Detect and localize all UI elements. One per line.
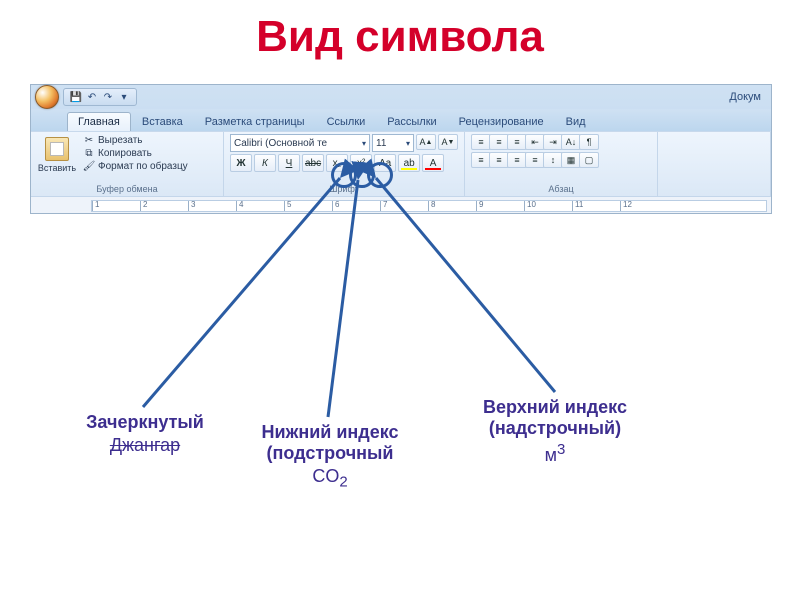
page-title: Вид символа xyxy=(0,12,800,62)
list-numbers-button[interactable]: ≡ xyxy=(489,134,509,150)
chevron-down-icon: ▾ xyxy=(406,139,410,148)
copy-icon: ⧉ xyxy=(83,147,95,159)
align-left-button[interactable]: ≡ xyxy=(471,152,491,168)
show-marks-button[interactable]: ¶ xyxy=(579,134,599,150)
indent-decrease-button[interactable]: ⇤ xyxy=(525,134,545,150)
tab-layout[interactable]: Разметка страницы xyxy=(194,112,316,131)
font-color-button[interactable]: A xyxy=(422,154,444,172)
ribbon: Вставить ✂ Вырезать ⧉ Копировать 🖌 Форма… xyxy=(31,131,771,196)
borders-button[interactable]: ▢ xyxy=(579,152,599,168)
chevron-down-icon: ▾ xyxy=(362,139,366,148)
ribbon-tabs: Главная Вставка Разметка страницы Ссылки… xyxy=(31,109,771,131)
callout-strike: Зачеркнутый Джангар xyxy=(50,412,240,456)
callout-superscript: Верхний индекс (надстрочный) м3 xyxy=(460,397,650,466)
subscript-button[interactable]: x₂ xyxy=(326,154,348,172)
cut-icon: ✂ xyxy=(83,134,95,146)
ruler xyxy=(31,196,771,213)
paste-button[interactable]: Вставить xyxy=(37,134,77,176)
window-title: Докум xyxy=(729,91,767,103)
font-name-combo[interactable]: Calibri (Основной те▾ xyxy=(230,134,370,152)
callout-sub-example: CO2 xyxy=(235,466,425,491)
copy-button[interactable]: ⧉ Копировать xyxy=(81,147,190,159)
group-label-paragraph: Абзац xyxy=(471,183,651,196)
superscript-button[interactable]: x² xyxy=(350,154,372,172)
callout-strike-title: Зачеркнутый xyxy=(50,412,240,433)
quick-access-toolbar: 💾 ↶ ↷ ▾ xyxy=(63,88,137,106)
group-paragraph: ≡≡≡⇤⇥A↓¶≡≡≡≡↕▦▢ Абзац xyxy=(465,132,658,196)
tab-review[interactable]: Рецензирование xyxy=(448,112,555,131)
italic-button[interactable]: К xyxy=(254,154,276,172)
align-center-button[interactable]: ≡ xyxy=(489,152,509,168)
callout-sub-title2: (подстрочный xyxy=(235,443,425,464)
word-ribbon-frame: 💾 ↶ ↷ ▾ Докум Главная Вставка Разметка с… xyxy=(30,84,772,214)
callout-subscript: Нижний индекс (подстрочный CO2 xyxy=(235,422,425,491)
callout-sup-example: м3 xyxy=(460,441,650,466)
strike-button[interactable]: abc xyxy=(302,154,324,172)
bold-button[interactable]: Ж xyxy=(230,154,252,172)
group-styles xyxy=(658,132,771,196)
callout-sup-title: Верхний индекс xyxy=(460,397,650,418)
qat-more-icon[interactable]: ▾ xyxy=(118,91,130,103)
shading-button[interactable]: ▦ xyxy=(561,152,581,168)
ruler-strip[interactable] xyxy=(91,200,767,212)
grow-font-button[interactable]: A▲ xyxy=(416,134,436,150)
change-case-button[interactable]: Aa xyxy=(374,154,396,172)
titlebar: 💾 ↶ ↷ ▾ Докум xyxy=(31,85,771,109)
align-right-button[interactable]: ≡ xyxy=(507,152,527,168)
group-clipboard: Вставить ✂ Вырезать ⧉ Копировать 🖌 Форма… xyxy=(31,132,224,196)
tab-view[interactable]: Вид xyxy=(555,112,597,131)
callout-sub-title: Нижний индекс xyxy=(235,422,425,443)
paste-label: Вставить xyxy=(38,163,76,173)
list-multilevel-button[interactable]: ≡ xyxy=(507,134,527,150)
office-button[interactable] xyxy=(35,85,59,109)
cut-button[interactable]: ✂ Вырезать xyxy=(81,134,190,146)
list-bullets-button[interactable]: ≡ xyxy=(471,134,491,150)
shrink-font-button[interactable]: A▼ xyxy=(438,134,458,150)
sort-button[interactable]: A↓ xyxy=(561,134,581,150)
tab-home[interactable]: Главная xyxy=(67,112,131,131)
underline-button[interactable]: Ч xyxy=(278,154,300,172)
brush-icon: 🖌 xyxy=(83,160,95,172)
indent-increase-button[interactable]: ⇥ xyxy=(543,134,563,150)
callout-strike-example: Джангар xyxy=(50,435,240,456)
font-size-combo[interactable]: 11▾ xyxy=(372,134,414,152)
group-label-clipboard: Буфер обмена xyxy=(37,183,217,196)
redo-icon[interactable]: ↷ xyxy=(102,91,114,103)
tab-insert[interactable]: Вставка xyxy=(131,112,194,131)
tab-references[interactable]: Ссылки xyxy=(316,112,377,131)
highlight-button[interactable]: ab xyxy=(398,154,420,172)
callout-sup-title2: (надстрочный) xyxy=(460,418,650,439)
undo-icon[interactable]: ↶ xyxy=(86,91,98,103)
format-painter-button[interactable]: 🖌 Формат по образцу xyxy=(81,160,190,172)
line-spacing-button[interactable]: ↕ xyxy=(543,152,563,168)
paste-icon xyxy=(45,137,69,161)
tab-mailings[interactable]: Рассылки xyxy=(376,112,447,131)
align-justify-button[interactable]: ≡ xyxy=(525,152,545,168)
group-label-font: Шрифт xyxy=(230,183,458,196)
save-icon[interactable]: 💾 xyxy=(70,91,82,103)
group-font: Calibri (Основной те▾ 11▾ A▲ A▼ ЖКЧabcx₂… xyxy=(224,132,465,196)
